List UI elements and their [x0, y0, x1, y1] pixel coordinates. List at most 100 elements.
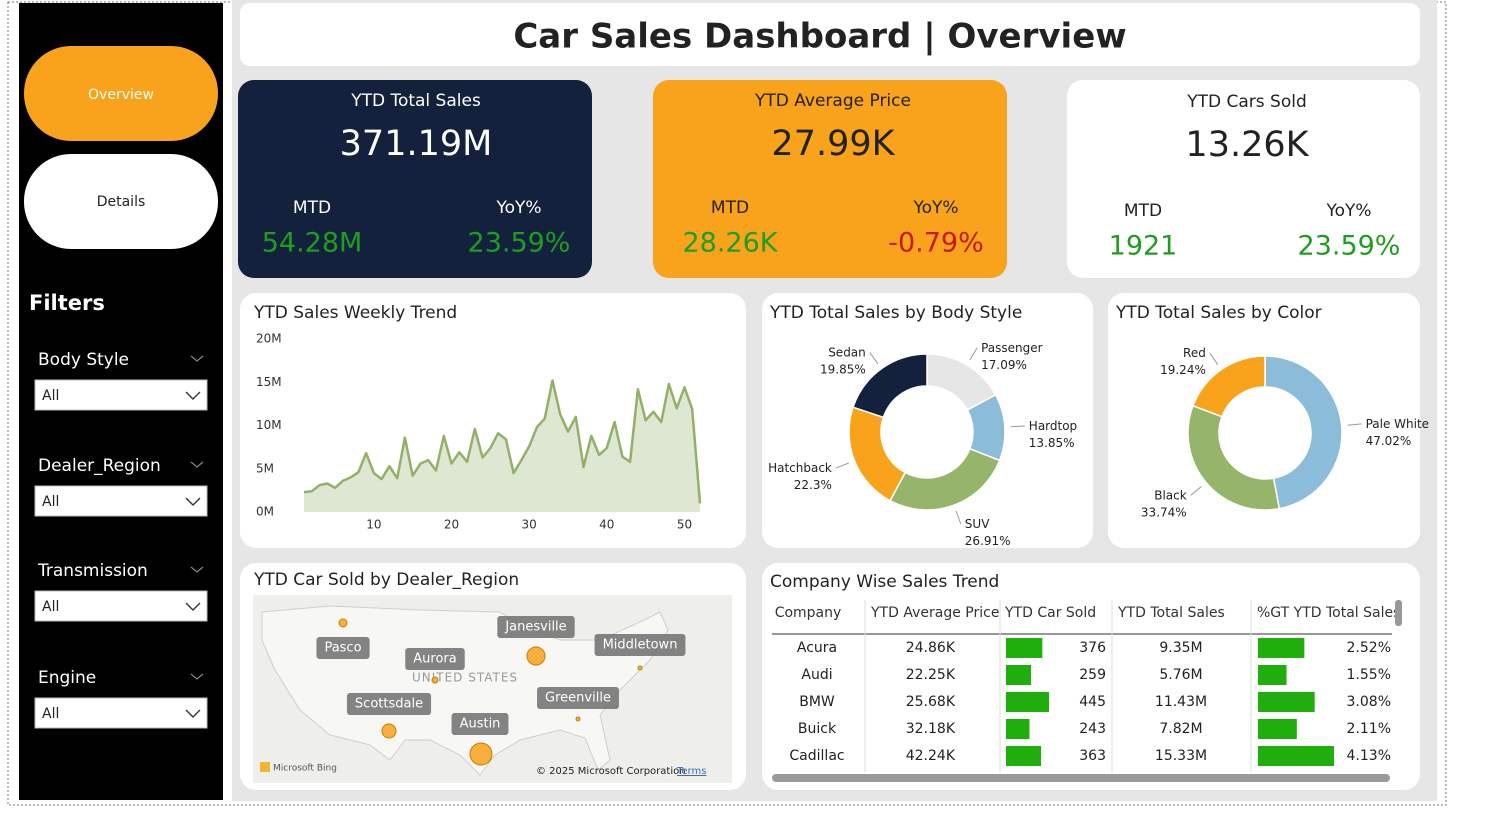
map-bubble[interactable] [575, 716, 581, 722]
kpi-card [238, 80, 592, 278]
value-label: 33.74% [1141, 505, 1187, 519]
kpi-title: YTD Average Price [754, 91, 911, 111]
cell: BMW [799, 694, 835, 710]
cell: 24.86K [906, 640, 956, 656]
filter-label: Body Style [38, 350, 129, 370]
filter-label: Dealer_Region [38, 456, 161, 476]
kpi-yoy: 23.59% [468, 228, 571, 259]
y-tick-label: 20M [256, 332, 282, 346]
city-label-box [594, 634, 686, 656]
cell: 2.52% [1347, 640, 1391, 656]
city-label-box [405, 648, 465, 670]
category-label: Hardtop [1029, 418, 1077, 432]
value-label: 13.85% [1029, 435, 1075, 449]
column-header[interactable]: YTD Average Price [870, 605, 999, 621]
nav-button[interactable] [24, 46, 218, 141]
leader-line [969, 347, 978, 361]
filter-value[interactable]: All [42, 599, 59, 615]
data-bar [1006, 638, 1043, 658]
leader-line [1190, 485, 1202, 496]
kpi-mtd: 28.26K [682, 228, 778, 259]
map-country: UNITED STATES [412, 671, 518, 685]
map-bubble[interactable] [431, 676, 439, 684]
data-label: Hatchback 22.3% [768, 461, 832, 492]
column-header[interactable]: Company [775, 605, 842, 621]
nav-label[interactable]: Overview [88, 87, 154, 103]
kpi-mtd-label: MTD [293, 198, 331, 218]
y-tick-label: 15M [256, 375, 282, 389]
category-label: Hatchback [768, 461, 832, 475]
map-bubble[interactable] [469, 742, 493, 766]
value-label: 26.91% [965, 533, 1011, 547]
data-label: Hardtop 13.85% [1029, 418, 1077, 449]
map-bubble[interactable] [338, 618, 348, 628]
data-bar [1006, 746, 1042, 766]
category-label: SUV [965, 516, 990, 530]
kpi-mtd: 1921 [1109, 231, 1178, 262]
filter-value[interactable]: All [42, 494, 59, 510]
y-tick-label: 0M [256, 505, 274, 519]
city-label: Greenville [545, 691, 611, 706]
x-tick-label: 50 [677, 518, 692, 532]
kpi-yoy-label: YoY% [495, 198, 541, 218]
dropdown-chevron [185, 391, 201, 400]
map-terms[interactable]: Terms [676, 766, 706, 777]
leader-line [835, 462, 850, 469]
cell: 2.11% [1347, 721, 1391, 737]
nav-button[interactable] [24, 154, 218, 249]
filter-collapse [190, 461, 204, 468]
cell: 5.76M [1159, 667, 1202, 683]
chart-card [240, 293, 746, 548]
data-label: Passenger 17.09% [981, 340, 1043, 371]
value-label: 22.3% [794, 478, 832, 492]
value-label: 17.09% [981, 357, 1027, 371]
cell: 3.08% [1347, 694, 1391, 710]
line [303, 379, 702, 504]
filter-value[interactable]: All [42, 388, 59, 404]
map-bubble[interactable] [637, 665, 643, 671]
cell: 376 [1079, 640, 1106, 656]
data-label: Red 19.24% [1160, 346, 1206, 377]
category-label: Black [1154, 488, 1187, 502]
map-bubble[interactable] [381, 723, 397, 739]
bing-logo [260, 762, 270, 772]
kpi-card [1067, 80, 1420, 278]
kpi-value: 371.19M [340, 124, 493, 164]
value-label: 19.85% [820, 362, 866, 376]
area [304, 380, 700, 512]
kpi-value: 13.26K [1185, 125, 1309, 165]
column-header[interactable]: YTD Car Sold [1004, 605, 1096, 621]
nav-label[interactable]: Details [97, 194, 146, 210]
kpi-mtd-label: MTD [711, 198, 749, 218]
filter-dropdown[interactable] [34, 590, 208, 622]
cell: Audi [801, 667, 832, 683]
table: Company YTD Average Price YTD Car Sold YTD … [772, 600, 1400, 772]
donut-slice [1264, 355, 1343, 510]
filter-dropdown[interactable] [34, 485, 208, 517]
map-bubble[interactable] [526, 646, 546, 666]
column-header[interactable]: %GT YTD Total Sales [1257, 605, 1400, 621]
value-label: 19.24% [1160, 363, 1206, 377]
data-bar [1258, 692, 1315, 712]
cell: 4.13% [1347, 748, 1391, 764]
data-label: Sedan 19.85% [820, 345, 866, 376]
filters-title: Filters [29, 291, 105, 315]
scrollbar[interactable] [1395, 600, 1402, 626]
column-header[interactable]: YTD Total Sales [1117, 605, 1225, 621]
city-label-box [451, 713, 509, 735]
cell: 363 [1079, 748, 1106, 764]
data-label: Black 33.74% [1141, 488, 1187, 519]
filter-value[interactable]: All [42, 706, 59, 722]
scrollbar[interactable] [772, 774, 1390, 782]
donut-slice [1192, 355, 1266, 418]
x-tick-label: 40 [599, 518, 614, 532]
table-card [762, 563, 1420, 790]
chart-title: YTD Total Sales by Color [1115, 303, 1322, 323]
filter-dropdown[interactable] [34, 697, 208, 729]
cell: 11.43M [1155, 694, 1207, 710]
cell: 243 [1079, 721, 1106, 737]
chart-title: YTD Sales Weekly Trend [253, 303, 457, 323]
data-bar [1258, 746, 1334, 766]
filter-dropdown[interactable] [34, 379, 208, 411]
kpi-mtd: 54.28M [262, 228, 363, 259]
